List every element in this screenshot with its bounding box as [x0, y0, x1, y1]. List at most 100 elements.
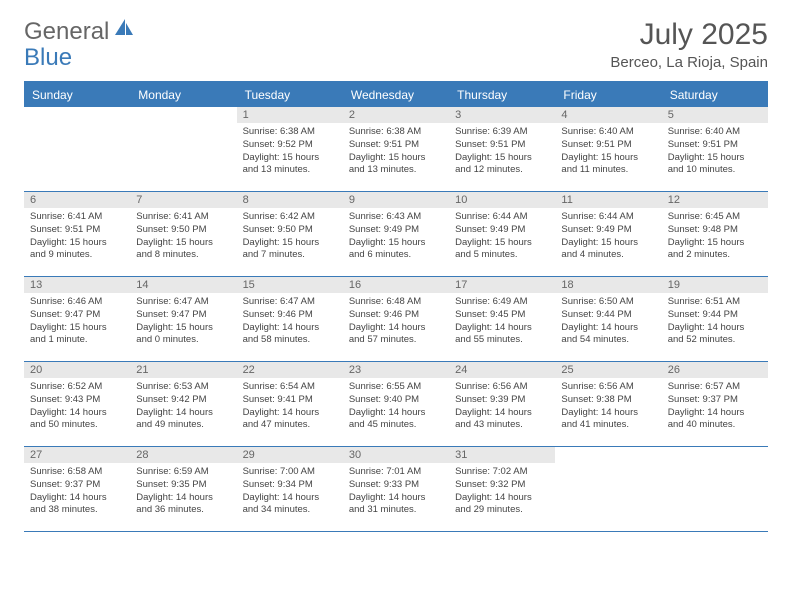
day-number: 7: [130, 192, 236, 208]
calendar-week: 13Sunrise: 6:46 AMSunset: 9:47 PMDayligh…: [24, 277, 768, 362]
day-content: Sunrise: 6:49 AMSunset: 9:45 PMDaylight:…: [449, 293, 555, 353]
calendar-day: 23Sunrise: 6:55 AMSunset: 9:40 PMDayligh…: [343, 362, 449, 446]
day-number: 25: [555, 362, 661, 378]
calendar-week: 6Sunrise: 6:41 AMSunset: 9:51 PMDaylight…: [24, 192, 768, 277]
calendar-day: 28Sunrise: 6:59 AMSunset: 9:35 PMDayligh…: [130, 447, 236, 531]
calendar-day: 8Sunrise: 6:42 AMSunset: 9:50 PMDaylight…: [237, 192, 343, 276]
day-content: Sunrise: 6:58 AMSunset: 9:37 PMDaylight:…: [24, 463, 130, 523]
day-content: Sunrise: 6:56 AMSunset: 9:38 PMDaylight:…: [555, 378, 661, 438]
location-text: Berceo, La Rioja, Spain: [610, 54, 768, 71]
calendar-day: 5Sunrise: 6:40 AMSunset: 9:51 PMDaylight…: [662, 107, 768, 191]
weekday-header: Saturday: [662, 83, 768, 107]
calendar-day: 30Sunrise: 7:01 AMSunset: 9:33 PMDayligh…: [343, 447, 449, 531]
calendar-day: 4Sunrise: 6:40 AMSunset: 9:51 PMDaylight…: [555, 107, 661, 191]
day-number: 15: [237, 277, 343, 293]
calendar-day: 14Sunrise: 6:47 AMSunset: 9:47 PMDayligh…: [130, 277, 236, 361]
day-content: Sunrise: 6:54 AMSunset: 9:41 PMDaylight:…: [237, 378, 343, 438]
calendar-day: 13Sunrise: 6:46 AMSunset: 9:47 PMDayligh…: [24, 277, 130, 361]
day-content: Sunrise: 6:41 AMSunset: 9:51 PMDaylight:…: [24, 208, 130, 268]
day-content: Sunrise: 6:42 AMSunset: 9:50 PMDaylight:…: [237, 208, 343, 268]
calendar-day: 29Sunrise: 7:00 AMSunset: 9:34 PMDayligh…: [237, 447, 343, 531]
weekday-header: Tuesday: [237, 83, 343, 107]
header: General July 2025 Berceo, La Rioja, Spai…: [24, 18, 768, 71]
calendar-day: 19Sunrise: 6:51 AMSunset: 9:44 PMDayligh…: [662, 277, 768, 361]
weekday-header: Friday: [555, 83, 661, 107]
weekday-header: Monday: [130, 83, 236, 107]
calendar-day: 2Sunrise: 6:38 AMSunset: 9:51 PMDaylight…: [343, 107, 449, 191]
day-number: 12: [662, 192, 768, 208]
calendar-day: 17Sunrise: 6:49 AMSunset: 9:45 PMDayligh…: [449, 277, 555, 361]
calendar-day: 18Sunrise: 6:50 AMSunset: 9:44 PMDayligh…: [555, 277, 661, 361]
day-content: Sunrise: 6:45 AMSunset: 9:48 PMDaylight:…: [662, 208, 768, 268]
day-content: Sunrise: 6:48 AMSunset: 9:46 PMDaylight:…: [343, 293, 449, 353]
day-content: Sunrise: 6:59 AMSunset: 9:35 PMDaylight:…: [130, 463, 236, 523]
day-content: Sunrise: 6:47 AMSunset: 9:46 PMDaylight:…: [237, 293, 343, 353]
calendar-weeks: 1Sunrise: 6:38 AMSunset: 9:52 PMDaylight…: [24, 107, 768, 532]
day-number: 31: [449, 447, 555, 463]
day-number: 23: [343, 362, 449, 378]
day-number: 9: [343, 192, 449, 208]
day-number: 20: [24, 362, 130, 378]
day-content: Sunrise: 6:47 AMSunset: 9:47 PMDaylight:…: [130, 293, 236, 353]
day-number: 27: [24, 447, 130, 463]
day-number: 24: [449, 362, 555, 378]
calendar-day: 25Sunrise: 6:56 AMSunset: 9:38 PMDayligh…: [555, 362, 661, 446]
day-content: Sunrise: 6:44 AMSunset: 9:49 PMDaylight:…: [555, 208, 661, 268]
calendar-day: 16Sunrise: 6:48 AMSunset: 9:46 PMDayligh…: [343, 277, 449, 361]
calendar-week: 27Sunrise: 6:58 AMSunset: 9:37 PMDayligh…: [24, 447, 768, 532]
day-content: Sunrise: 7:02 AMSunset: 9:32 PMDaylight:…: [449, 463, 555, 523]
day-content: Sunrise: 7:00 AMSunset: 9:34 PMDaylight:…: [237, 463, 343, 523]
calendar-day: 7Sunrise: 6:41 AMSunset: 9:50 PMDaylight…: [130, 192, 236, 276]
weekday-header: Wednesday: [343, 83, 449, 107]
calendar-day: 21Sunrise: 6:53 AMSunset: 9:42 PMDayligh…: [130, 362, 236, 446]
logo-text-general: General: [24, 18, 109, 46]
calendar-day: 22Sunrise: 6:54 AMSunset: 9:41 PMDayligh…: [237, 362, 343, 446]
day-content: Sunrise: 6:55 AMSunset: 9:40 PMDaylight:…: [343, 378, 449, 438]
calendar-day: 9Sunrise: 6:43 AMSunset: 9:49 PMDaylight…: [343, 192, 449, 276]
day-number: 2: [343, 107, 449, 123]
day-number: 28: [130, 447, 236, 463]
calendar-day: 15Sunrise: 6:47 AMSunset: 9:46 PMDayligh…: [237, 277, 343, 361]
day-content: Sunrise: 6:51 AMSunset: 9:44 PMDaylight:…: [662, 293, 768, 353]
calendar-day: 6Sunrise: 6:41 AMSunset: 9:51 PMDaylight…: [24, 192, 130, 276]
calendar-week: 20Sunrise: 6:52 AMSunset: 9:43 PMDayligh…: [24, 362, 768, 447]
logo: General: [24, 18, 135, 46]
calendar-day: 31Sunrise: 7:02 AMSunset: 9:32 PMDayligh…: [449, 447, 555, 531]
day-number: 29: [237, 447, 343, 463]
day-number: 22: [237, 362, 343, 378]
weekday-header: Sunday: [24, 83, 130, 107]
day-content: Sunrise: 6:40 AMSunset: 9:51 PMDaylight:…: [662, 123, 768, 183]
day-number: 10: [449, 192, 555, 208]
logo-sail-icon: [113, 17, 135, 37]
day-number: 19: [662, 277, 768, 293]
day-content: Sunrise: 6:50 AMSunset: 9:44 PMDaylight:…: [555, 293, 661, 353]
calendar-day: [130, 107, 236, 191]
day-number: 6: [24, 192, 130, 208]
title-block: July 2025 Berceo, La Rioja, Spain: [610, 18, 768, 71]
day-content: Sunrise: 6:38 AMSunset: 9:51 PMDaylight:…: [343, 123, 449, 183]
day-content: Sunrise: 6:38 AMSunset: 9:52 PMDaylight:…: [237, 123, 343, 183]
day-number: 17: [449, 277, 555, 293]
calendar-day: 12Sunrise: 6:45 AMSunset: 9:48 PMDayligh…: [662, 192, 768, 276]
calendar-day: 27Sunrise: 6:58 AMSunset: 9:37 PMDayligh…: [24, 447, 130, 531]
calendar: SundayMondayTuesdayWednesdayThursdayFrid…: [24, 81, 768, 532]
day-number: 4: [555, 107, 661, 123]
logo-text-blue: Blue: [24, 44, 72, 72]
day-number: 1: [237, 107, 343, 123]
day-content: Sunrise: 6:39 AMSunset: 9:51 PMDaylight:…: [449, 123, 555, 183]
day-number: 11: [555, 192, 661, 208]
calendar-day: 24Sunrise: 6:56 AMSunset: 9:39 PMDayligh…: [449, 362, 555, 446]
calendar-day: 10Sunrise: 6:44 AMSunset: 9:49 PMDayligh…: [449, 192, 555, 276]
day-number: 13: [24, 277, 130, 293]
day-number: 16: [343, 277, 449, 293]
calendar-day: 3Sunrise: 6:39 AMSunset: 9:51 PMDaylight…: [449, 107, 555, 191]
weekday-header: Thursday: [449, 83, 555, 107]
calendar-day: 11Sunrise: 6:44 AMSunset: 9:49 PMDayligh…: [555, 192, 661, 276]
day-number: 8: [237, 192, 343, 208]
day-number: 26: [662, 362, 768, 378]
day-content: Sunrise: 6:46 AMSunset: 9:47 PMDaylight:…: [24, 293, 130, 353]
day-number: 14: [130, 277, 236, 293]
calendar-day: 20Sunrise: 6:52 AMSunset: 9:43 PMDayligh…: [24, 362, 130, 446]
weekday-header-row: SundayMondayTuesdayWednesdayThursdayFrid…: [24, 83, 768, 107]
day-content: Sunrise: 6:52 AMSunset: 9:43 PMDaylight:…: [24, 378, 130, 438]
